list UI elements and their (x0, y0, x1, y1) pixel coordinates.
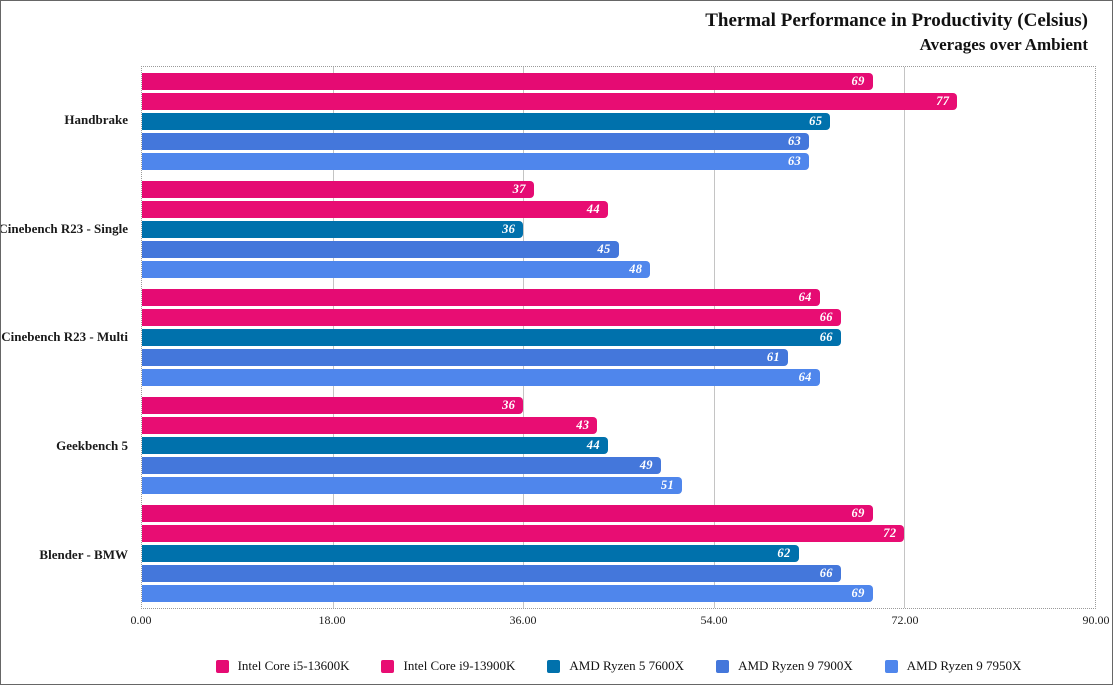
bar-value-label: 43 (576, 418, 590, 433)
bar-value-label: 63 (787, 153, 802, 168)
category-label: Geekbench 5 (56, 438, 128, 454)
x-tick-label: 90.00 (1082, 613, 1110, 627)
bar-value-label: 37 (512, 181, 526, 196)
bar-value-label: 64 (798, 290, 812, 304)
bar-segment: 64 (142, 369, 820, 386)
x-tick-label: 0.00 (130, 613, 152, 627)
bar-segment: 49 (142, 457, 661, 475)
bar-segment: 44 (142, 437, 608, 455)
legend-item: Intel Core i5-13600K (215, 658, 350, 674)
bar-segment: 51 (142, 477, 683, 495)
legend-label: Intel Core i9-13900K (403, 658, 516, 673)
bar-group: 36 43 44 49 51 (142, 392, 1095, 500)
bar-value-label: 45 (597, 241, 611, 256)
category-label: Cinebench R23 - Multi (1, 329, 128, 345)
legend-swatch (716, 659, 730, 673)
bar-segment: 61 (142, 349, 788, 366)
bar-value-label: 49 (639, 458, 653, 473)
bar-segment: 66 (142, 565, 841, 583)
bar-value-label: 63 (787, 133, 802, 148)
bar-segment: 72 (142, 525, 905, 543)
bar-value-label: 69 (851, 73, 865, 88)
chart-title: Thermal Performance in Productivity (Cel… (705, 10, 1088, 31)
bar-segment: 48 (142, 260, 651, 278)
bar-groups: 69 77 65 63 63 37 44 36 45 48 64 66 66 61 64 36 43 44 49 51… (142, 67, 1095, 608)
bar-segment: 69 (142, 585, 873, 603)
bar-segment: 44 (142, 200, 608, 218)
bar-segment: 64 (142, 289, 820, 306)
bar-value-label: 64 (798, 370, 812, 384)
chart-title-block: Thermal Performance in Productivity (Cel… (705, 8, 1088, 57)
legend-label: AMD Ryzen 5 7600X (569, 658, 685, 673)
bar-value-label: 66 (819, 330, 833, 344)
bar-value-label: 51 (660, 478, 675, 493)
bar-group: 64 66 66 61 64 (142, 283, 1095, 391)
chart-subtitle: Averages over Ambient (919, 34, 1088, 54)
x-tick-label: 18.00 (318, 613, 346, 627)
legend-swatch (381, 659, 395, 673)
x-tick-label: 72.00 (891, 613, 919, 627)
legend-item: Intel Core i9-13900K (381, 658, 515, 674)
bar-segment: 66 (142, 329, 841, 346)
bar-segment: 65 (142, 112, 831, 130)
x-tick-label: 54.00 (700, 613, 728, 627)
legend-swatch (547, 659, 561, 673)
bar-segment: 66 (142, 309, 841, 326)
bar-value-label: 61 (766, 350, 780, 364)
legend-label: Intel Core i5-13600K (237, 658, 350, 673)
bar-group: 37 44 36 45 48 (142, 175, 1095, 283)
legend: Intel Core i5-13600K Intel Core i9-13900K… (141, 658, 1096, 674)
bar-segment: 36 (142, 220, 524, 238)
bar-value-label: 72 (883, 526, 897, 541)
bar-value-label: 44 (586, 438, 600, 453)
legend-label: AMD Ryzen 9 7950X (906, 658, 1022, 673)
bar-segment: 63 (142, 132, 810, 150)
bar-value-label: 66 (819, 566, 833, 581)
category-axis: Handbrake Cinebench R23 - Single Cinebench… (1, 66, 134, 609)
category-label: Handbrake (64, 112, 128, 128)
bar-value-label: 77 (936, 93, 950, 108)
legend-label: AMD Ryzen 9 7900X (738, 658, 853, 673)
legend-item: AMD Ryzen 5 7600X (547, 658, 684, 674)
bar-group: 69 77 65 63 63 (142, 67, 1095, 175)
bar-value-label: 69 (851, 506, 865, 521)
bar-value-label: 36 (502, 398, 516, 413)
category-label: Blender - BMW (39, 546, 128, 562)
bar-segment: 45 (142, 240, 619, 258)
bar-group: 69 72 62 66 69 (142, 500, 1095, 608)
bar-value-label: 69 (851, 586, 865, 601)
bar-segment: 69 (142, 505, 873, 523)
bar-segment: 62 (142, 545, 799, 563)
bar-value-label: 44 (586, 201, 600, 216)
bar-segment: 43 (142, 417, 598, 435)
gridline (904, 67, 906, 608)
bar-value-label: 66 (819, 310, 833, 324)
x-axis: 0.00 18.00 36.00 54.00 72.00 90.00 (131, 613, 1110, 631)
x-tick-label: 36.00 (509, 613, 537, 627)
bar-segment: 77 (142, 92, 958, 110)
bar-segment: 63 (142, 152, 810, 170)
plot-area: 69 77 65 63 63 37 44 36 45 48 64 66 66 61 64 36 43 44 49 51… (141, 66, 1096, 609)
bar-value-label: 65 (809, 113, 823, 128)
legend-swatch (215, 659, 229, 673)
bar-segment: 69 (142, 72, 873, 90)
bar-value-label: 62 (777, 546, 791, 561)
legend-item: AMD Ryzen 9 7950X (884, 658, 1022, 674)
legend-swatch (884, 659, 898, 673)
bar-value-label: 36 (502, 221, 516, 236)
category-label: Cinebench R23 - Single (0, 220, 128, 236)
bar-segment: 37 (142, 180, 534, 198)
legend-item: AMD Ryzen 9 7900X (716, 658, 853, 674)
bar-segment: 36 (142, 397, 524, 415)
bar-value-label: 48 (629, 261, 643, 276)
